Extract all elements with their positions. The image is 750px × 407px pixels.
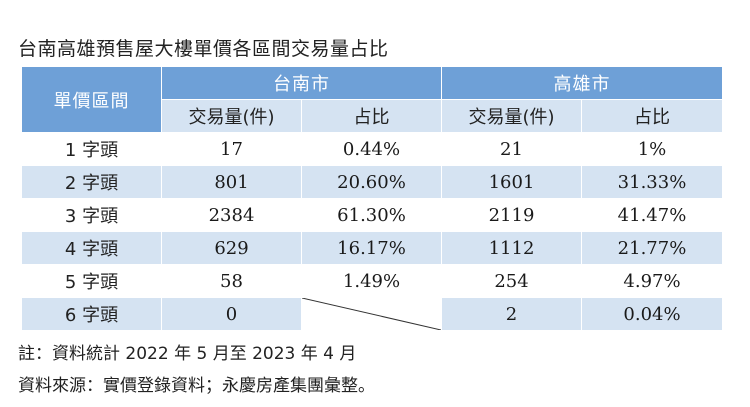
header-city-tainan: 台南市 bbox=[161, 66, 442, 100]
footnote-source: 資料來源：實價登錄資料；永慶房產集團彙整。 bbox=[18, 376, 375, 396]
kaohsiung-volume-cell: 1112 bbox=[441, 231, 582, 265]
diagonal-slash bbox=[302, 298, 441, 330]
row-label: 6 字頭 bbox=[21, 297, 162, 331]
row-label: 5 字頭 bbox=[21, 264, 162, 298]
empty-diagonal-cell bbox=[301, 297, 442, 331]
footnote-period: 註：資料統計 2022 年 5 月至 2023 年 4 月 bbox=[18, 344, 357, 364]
table-row: 4 字頭 629 16.17% 1112 21.77% bbox=[21, 231, 723, 265]
header-price-range: 單價區間 bbox=[21, 66, 162, 133]
kaohsiung-volume-cell: 2 bbox=[441, 297, 582, 331]
tainan-volume-cell: 629 bbox=[161, 231, 302, 265]
row-label: 3 字頭 bbox=[21, 198, 162, 232]
tainan-share-cell: 0.44% bbox=[301, 132, 442, 166]
subheader-tainan-share: 占比 bbox=[301, 99, 442, 133]
row-label: 2 字頭 bbox=[21, 165, 162, 199]
table-row: 5 字頭 58 1.49% 254 4.97% bbox=[21, 264, 723, 298]
header-row-cities: 單價區間 台南市 高雄市 bbox=[21, 66, 723, 133]
price-range-table: 單價區間 台南市 高雄市 交易量(件) 占比 交易量(件) 占比 1 字頭 17… bbox=[21, 66, 723, 331]
header-row-subcolumns: 交易量(件) 占比 交易量(件) 占比 bbox=[22, 99, 723, 133]
kaohsiung-share-cell: 1% bbox=[581, 132, 723, 166]
table-row: 1 字頭 17 0.44% 21 1% bbox=[21, 132, 723, 166]
subheader-kaohsiung-share: 占比 bbox=[581, 99, 723, 133]
kaohsiung-volume-cell: 254 bbox=[441, 264, 582, 298]
table-row: 6 字頭 0 2 0.04% bbox=[21, 297, 723, 331]
tainan-volume-cell: 801 bbox=[161, 165, 302, 199]
tainan-share-cell: 16.17% bbox=[301, 231, 442, 265]
kaohsiung-share-cell: 4.97% bbox=[581, 264, 723, 298]
kaohsiung-volume-cell: 1601 bbox=[441, 165, 582, 199]
kaohsiung-volume-cell: 2119 bbox=[441, 198, 582, 232]
kaohsiung-share-cell: 31.33% bbox=[581, 165, 723, 199]
kaohsiung-share-cell: 0.04% bbox=[581, 297, 723, 331]
tainan-share-cell: 61.30% bbox=[301, 198, 442, 232]
subheader-tainan-volume: 交易量(件) bbox=[161, 99, 302, 133]
row-label: 1 字頭 bbox=[21, 132, 162, 166]
subheader-kaohsiung-volume: 交易量(件) bbox=[441, 99, 582, 133]
tainan-volume-cell: 17 bbox=[161, 132, 302, 166]
tainan-volume-cell: 58 bbox=[161, 264, 302, 298]
tainan-share-cell: 1.49% bbox=[301, 264, 442, 298]
row-label: 4 字頭 bbox=[21, 231, 162, 265]
tainan-volume-cell: 2384 bbox=[161, 198, 302, 232]
tainan-share-cell: 20.60% bbox=[301, 165, 442, 199]
kaohsiung-share-cell: 21.77% bbox=[581, 231, 723, 265]
table-title: 台南高雄預售屋大樓單價各區間交易量占比 bbox=[18, 38, 389, 60]
table-row: 3 字頭 2384 61.30% 2119 41.47% bbox=[21, 198, 723, 232]
table-row: 2 字頭 801 20.60% 1601 31.33% bbox=[21, 165, 723, 199]
kaohsiung-share-cell: 41.47% bbox=[581, 198, 723, 232]
tainan-volume-cell: 0 bbox=[161, 297, 302, 331]
kaohsiung-volume-cell: 21 bbox=[441, 132, 582, 166]
header-city-kaohsiung: 高雄市 bbox=[441, 66, 723, 100]
